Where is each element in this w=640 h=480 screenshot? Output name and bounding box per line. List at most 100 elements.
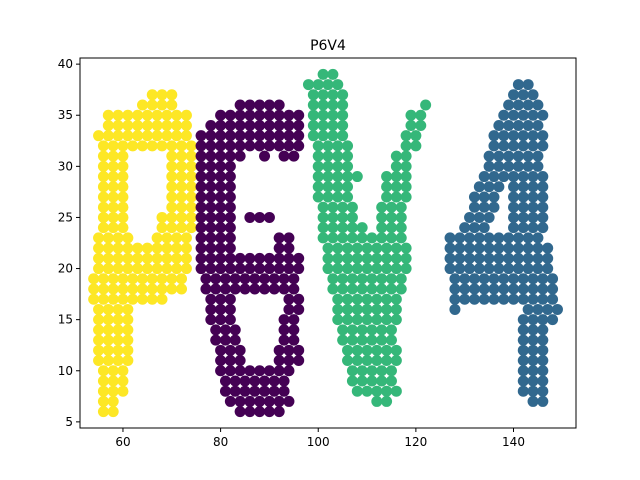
data-point	[400, 160, 412, 172]
y-tick-label: 15	[58, 313, 73, 327]
data-point	[488, 283, 500, 295]
data-point	[122, 344, 134, 356]
data-point	[517, 201, 529, 213]
data-point	[468, 283, 480, 295]
data-point	[195, 222, 207, 234]
data-point	[449, 273, 461, 285]
data-point	[215, 242, 227, 254]
data-point	[263, 211, 275, 223]
data-point	[161, 252, 173, 264]
data-point	[288, 334, 300, 346]
data-point	[224, 160, 236, 172]
data-point	[366, 273, 378, 285]
data-point	[371, 395, 383, 407]
data-point	[146, 283, 158, 295]
data-point	[166, 89, 178, 101]
data-point	[517, 89, 529, 101]
data-point	[205, 181, 217, 193]
data-point	[532, 232, 544, 244]
data-point	[337, 222, 349, 234]
data-point	[537, 385, 549, 397]
data-point	[263, 395, 275, 407]
data-point	[224, 222, 236, 234]
data-point	[351, 293, 363, 305]
data-point	[195, 191, 207, 203]
data-point	[93, 303, 105, 315]
data-point	[97, 211, 109, 223]
data-point	[263, 109, 275, 121]
data-point	[312, 191, 324, 203]
data-point	[508, 211, 520, 223]
data-point	[493, 252, 505, 264]
data-point	[381, 181, 393, 193]
data-point	[390, 385, 402, 397]
data-point	[185, 191, 197, 203]
data-point	[273, 140, 285, 152]
data-point	[273, 99, 285, 111]
data-point	[346, 201, 358, 213]
series-3	[444, 79, 563, 407]
data-point	[224, 171, 236, 183]
data-point	[205, 140, 217, 152]
data-point	[488, 273, 500, 285]
data-point	[176, 222, 188, 234]
data-point	[117, 211, 129, 223]
data-point	[166, 283, 178, 295]
data-point	[522, 242, 534, 254]
data-point	[146, 99, 158, 111]
data-point	[107, 283, 119, 295]
data-point	[102, 324, 114, 336]
data-point	[244, 263, 256, 275]
data-point	[498, 283, 510, 295]
data-point	[146, 293, 158, 305]
data-point	[527, 385, 539, 397]
data-point	[166, 140, 178, 152]
data-point	[483, 263, 495, 275]
data-point	[102, 263, 114, 275]
data-point	[517, 334, 529, 346]
data-point	[483, 160, 495, 172]
data-point	[200, 273, 212, 285]
data-point	[346, 232, 358, 244]
data-point	[537, 222, 549, 234]
data-point	[122, 119, 134, 131]
data-point	[420, 99, 432, 111]
data-point	[547, 273, 559, 285]
data-point	[254, 406, 266, 418]
data-point	[332, 191, 344, 203]
data-point	[327, 109, 339, 121]
data-point	[527, 140, 539, 152]
data-point	[288, 283, 300, 295]
data-point	[293, 293, 305, 305]
data-point	[88, 273, 100, 285]
data-point	[107, 365, 119, 377]
data-point	[385, 232, 397, 244]
data-point	[551, 303, 563, 315]
data-point	[249, 385, 261, 397]
data-point	[97, 406, 109, 418]
data-point	[185, 211, 197, 223]
data-point	[385, 365, 397, 377]
data-point	[454, 232, 466, 244]
data-point	[400, 181, 412, 193]
data-point	[512, 160, 524, 172]
data-point	[93, 242, 105, 254]
data-point	[483, 232, 495, 244]
data-point	[366, 365, 378, 377]
data-point	[151, 263, 163, 275]
data-point	[166, 191, 178, 203]
data-point	[366, 232, 378, 244]
data-point	[464, 242, 476, 254]
x-tick-label: 120	[404, 435, 427, 449]
data-point	[483, 181, 495, 193]
data-point	[151, 109, 163, 121]
data-point	[278, 334, 290, 346]
data-point	[346, 273, 358, 285]
data-point	[171, 119, 183, 131]
data-point	[468, 222, 480, 234]
data-point	[512, 150, 524, 162]
data-point	[322, 252, 334, 264]
data-point	[317, 130, 329, 142]
data-point	[219, 283, 231, 295]
data-point	[102, 232, 114, 244]
